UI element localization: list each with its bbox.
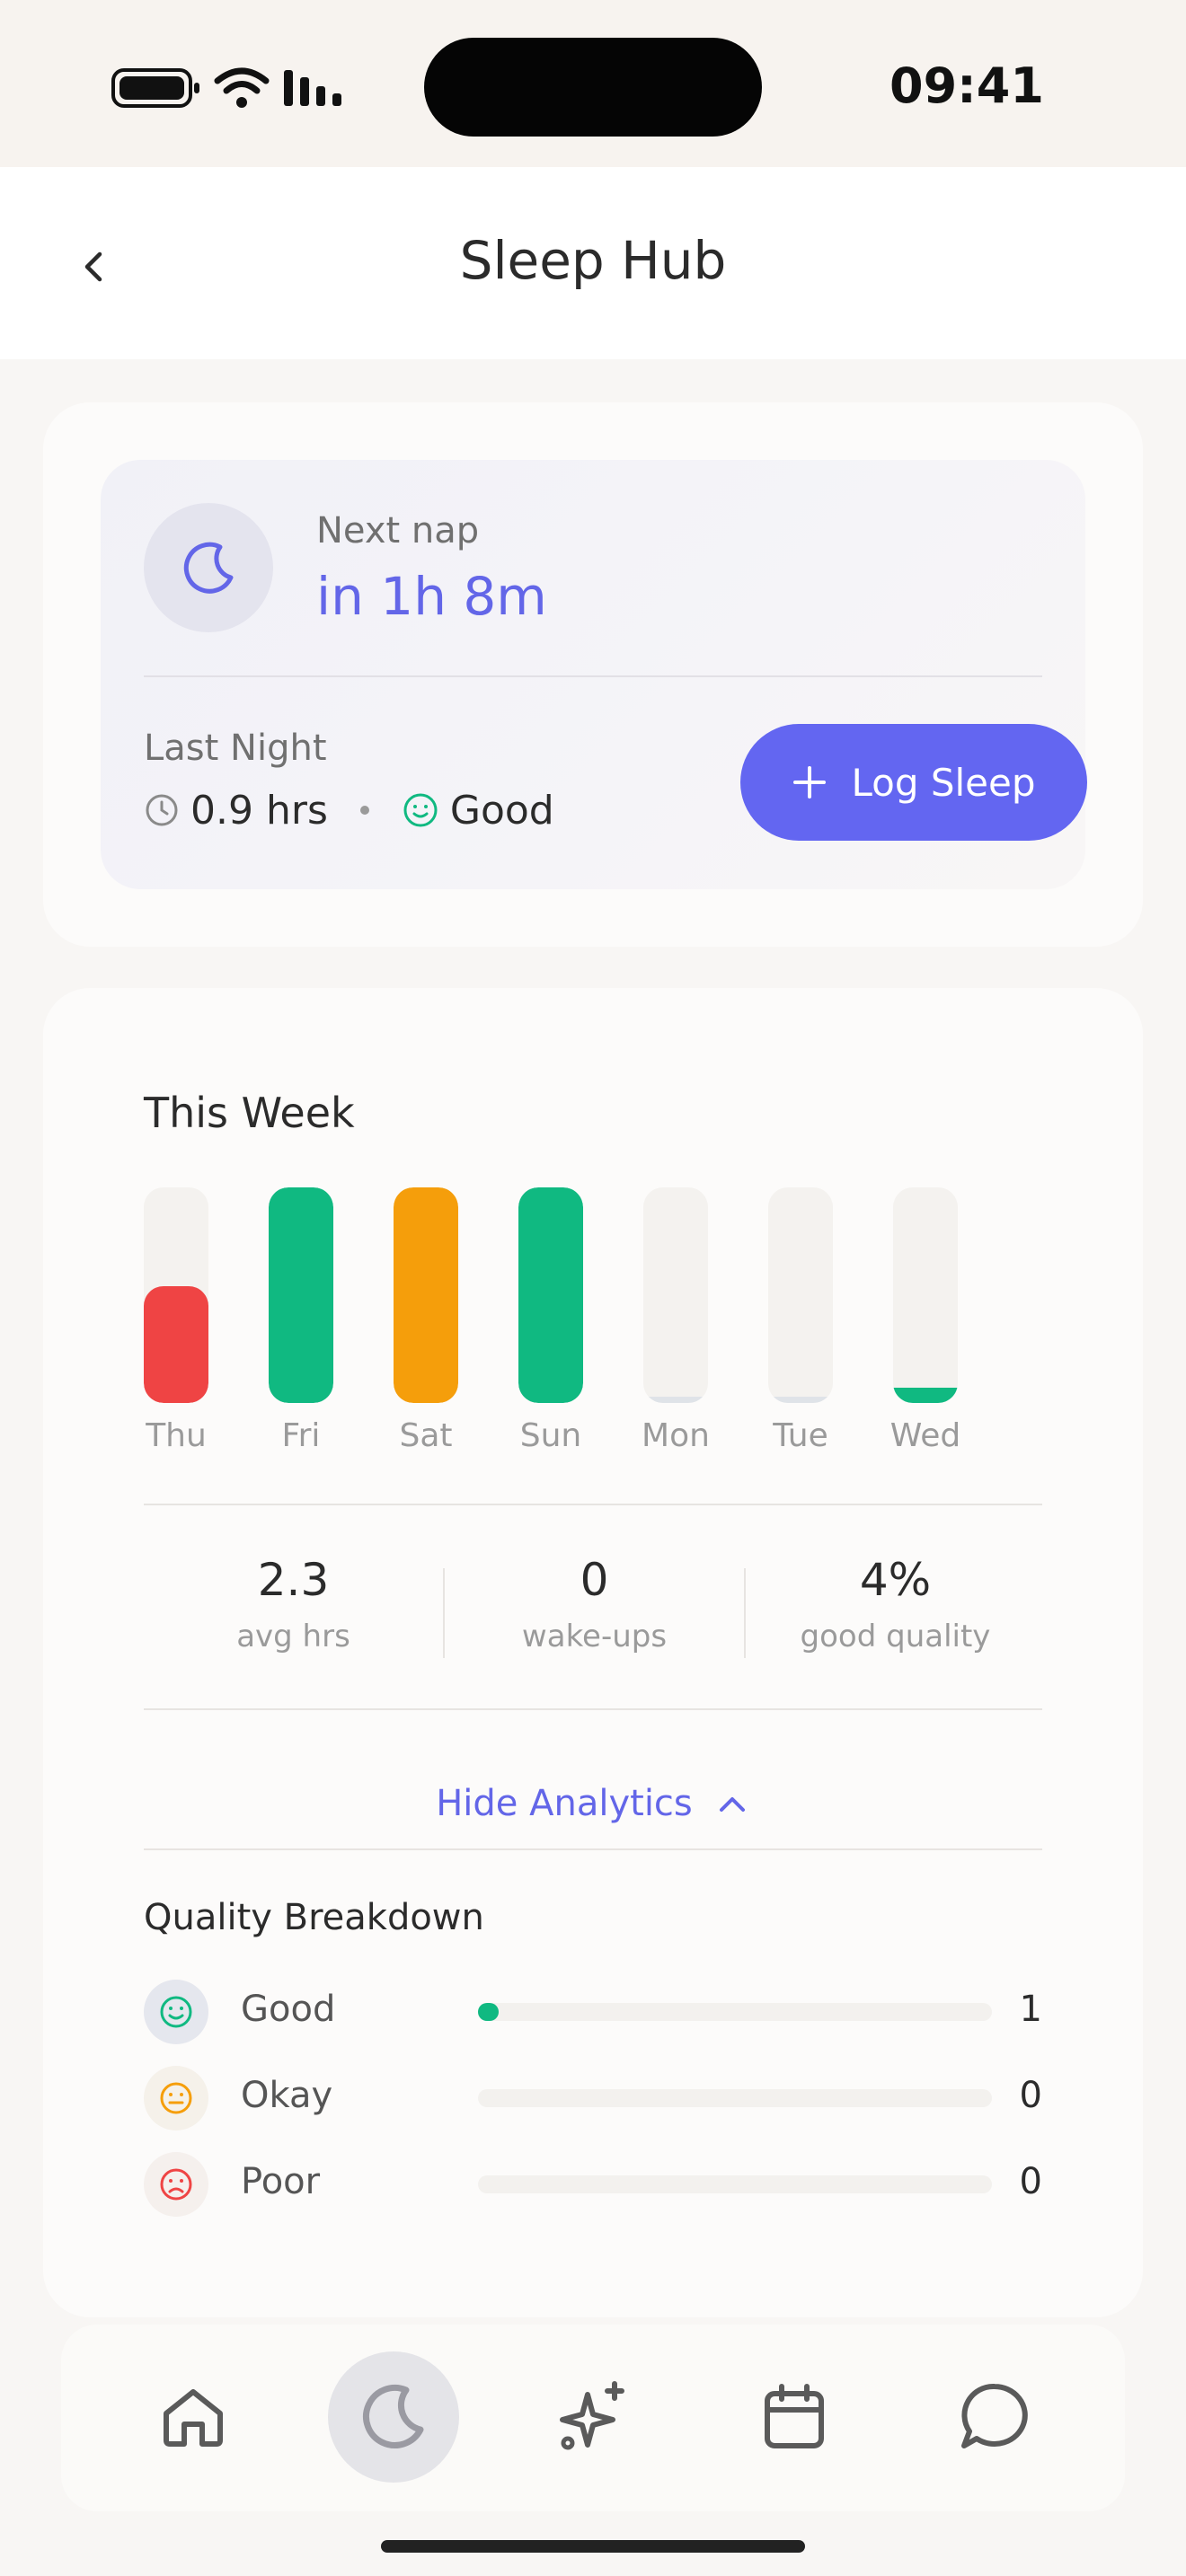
clock-icon: [146, 794, 178, 826]
quality-row-poor: Poor 0: [144, 2152, 1042, 2217]
bar-track: [144, 1187, 208, 1403]
last-night-summary: 0.9 hrs Good: [144, 783, 554, 837]
sad-face-icon: [144, 2152, 208, 2217]
page-title: Sleep Hub: [459, 230, 727, 291]
nap-panel: Next nap in 1h 8m Last Night 0.9 hrs Goo…: [101, 460, 1087, 889]
moon-icon: [183, 542, 234, 594]
quality-row-good: Good 1: [144, 1980, 1042, 2044]
bar-label: Tue: [773, 1417, 828, 1454]
status-time: 09:41: [890, 57, 1044, 114]
smile-icon: [403, 793, 438, 827]
bar-label: Thu: [146, 1417, 207, 1454]
dynamic-island: [424, 38, 762, 137]
chat-bubble-icon: [961, 2383, 1028, 2448]
tab-calendar[interactable]: [729, 2351, 860, 2483]
bar-label: Sat: [399, 1417, 453, 1454]
app-header: Sleep Hub: [0, 167, 1186, 359]
bar-track: [643, 1187, 708, 1403]
bar-label: Sun: [519, 1417, 582, 1454]
quality-count: 1: [1019, 1989, 1042, 2030]
week-title: This Week: [144, 1089, 355, 1137]
bar-label: Mon: [642, 1417, 710, 1454]
stat-label: avg hrs: [236, 1619, 350, 1654]
last-night-label: Last Night: [144, 728, 327, 769]
week-bar-chart: Thu Fri Sat Sun Mon Tue Wed: [144, 1187, 1042, 1457]
bar-fill: [643, 1397, 708, 1403]
divider: [443, 1568, 445, 1658]
bar-track: [269, 1187, 333, 1403]
bar-track: [768, 1187, 833, 1403]
bar-fill: [768, 1397, 833, 1403]
divider: [144, 1708, 1042, 1710]
plus-icon: [793, 766, 827, 798]
neutral-face-icon: [144, 2066, 208, 2130]
home-indicator[interactable]: [381, 2540, 805, 2553]
stat-value: 4%: [859, 1554, 932, 1606]
week-stats: 2.3 avg hrs 0 wake-ups 4% good quality: [144, 1541, 1042, 1685]
moon-badge: [144, 503, 273, 632]
bar-fill: [893, 1388, 958, 1403]
status-bar: 09:41: [0, 0, 1186, 167]
divider: [144, 675, 1042, 677]
sparkles-icon: [560, 2381, 624, 2450]
hide-analytics-label: Hide Analytics: [436, 1783, 693, 1824]
next-nap-label: Next nap: [316, 510, 480, 551]
tab-home[interactable]: [128, 2351, 259, 2483]
stat-avg-hrs: 2.3 avg hrs: [144, 1541, 443, 1654]
separator-dot: [359, 806, 369, 815]
last-night-hours: 0.9 hrs: [190, 787, 328, 834]
quality-bar-fill: [478, 2003, 499, 2021]
week-card: This Week Thu Fri Sat Sun Mon Tue Wed 2.3 avg …: [43, 988, 1143, 2317]
bar-label: Fri: [281, 1417, 321, 1454]
chevron-up-icon: [719, 1797, 745, 1812]
hide-analytics-button[interactable]: Hide Analytics: [144, 1750, 1042, 1857]
log-sleep-label: Log Sleep: [851, 760, 1036, 805]
divider: [144, 1848, 1042, 1850]
quality-count: 0: [1019, 2161, 1042, 2202]
divider: [744, 1568, 746, 1658]
signal-icon: [284, 70, 341, 106]
back-button[interactable]: [41, 214, 147, 320]
stat-wake-ups: 0 wake-ups: [445, 1541, 744, 1654]
quality-row-okay: Okay 0: [144, 2066, 1042, 2130]
bar-track: [893, 1187, 958, 1403]
home-icon: [164, 2389, 223, 2447]
bar-track: [394, 1187, 458, 1403]
stat-label: good quality: [800, 1619, 991, 1654]
bar-fill: [144, 1286, 208, 1403]
quality-bar-track: [478, 2175, 992, 2193]
bar-label: Wed: [890, 1417, 961, 1454]
bar-track: [518, 1187, 583, 1403]
tab-bar: [61, 2325, 1125, 2511]
divider: [144, 1504, 1042, 1505]
quality-name: Good: [241, 1989, 336, 2030]
tab-sleep[interactable]: [328, 2351, 459, 2483]
bar-fill: [394, 1187, 458, 1403]
calendar-icon: [765, 2384, 824, 2448]
stat-value: 2.3: [257, 1554, 330, 1606]
stat-good-quality: 4% good quality: [746, 1541, 1045, 1654]
next-nap-card: Next nap in 1h 8m Last Night 0.9 hrs Goo…: [43, 402, 1143, 947]
quality-bar-track: [478, 2089, 992, 2107]
quality-count: 0: [1019, 2075, 1042, 2116]
quality-name: Okay: [241, 2075, 333, 2116]
stat-label: wake-ups: [521, 1619, 668, 1654]
tab-chat[interactable]: [929, 2351, 1060, 2483]
quality-name: Poor: [241, 2161, 321, 2202]
quality-breakdown-title: Quality Breakdown: [144, 1897, 484, 1938]
battery-icon: [111, 68, 199, 108]
log-sleep-button[interactable]: Log Sleep: [740, 724, 1087, 841]
tab-ai[interactable]: [528, 2351, 659, 2483]
smile-icon: [144, 1980, 208, 2044]
wifi-icon: [214, 67, 270, 108]
stat-value: 0: [580, 1554, 609, 1606]
quality-bar-track: [478, 2003, 992, 2021]
bar-fill: [518, 1187, 583, 1403]
last-night-quality: Good: [449, 787, 554, 834]
next-nap-value: in 1h 8m: [316, 566, 547, 627]
bar-fill: [269, 1187, 333, 1403]
moon-icon: [363, 2384, 424, 2448]
chevron-left-icon: [84, 251, 102, 282]
